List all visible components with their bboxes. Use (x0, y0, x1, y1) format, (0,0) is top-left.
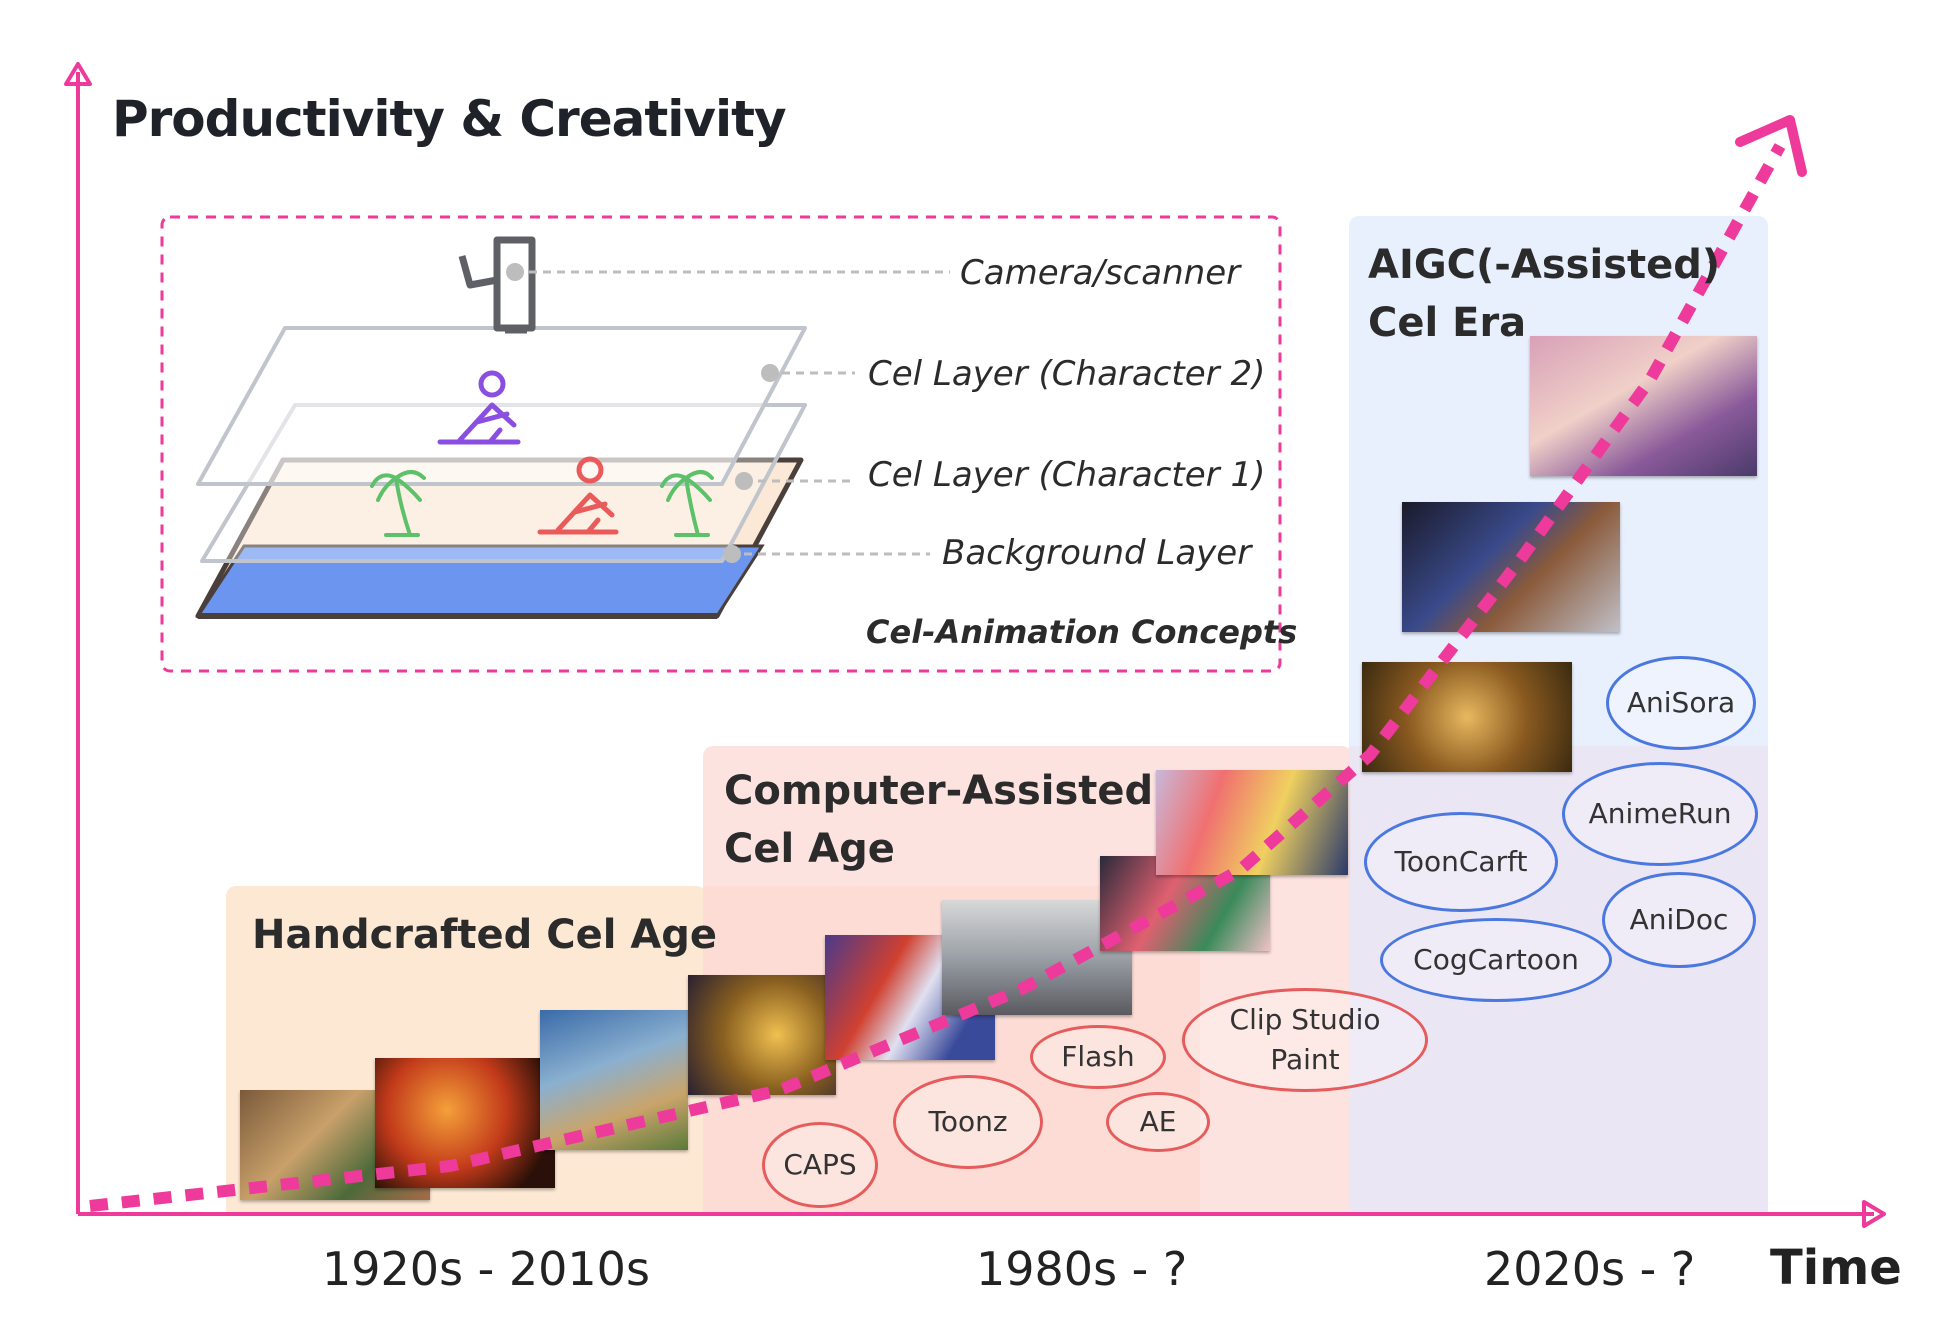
camera-label: Camera/scanner (960, 253, 1241, 293)
tool-animerun: AnimeRun (1562, 762, 1758, 866)
tool-clip-studio-paint: Clip Studio Paint (1182, 988, 1428, 1092)
character-icon (537, 456, 619, 535)
period-computer-assisted: 1980s - ? (976, 1242, 1188, 1296)
tool-ae: AE (1106, 1092, 1210, 1152)
tool-anidoc: AniDoc (1602, 872, 1756, 968)
tool-cogcartoon: CogCartoon (1380, 918, 1612, 1002)
cel1-label: Cel Layer (Character 1) (868, 455, 1266, 495)
cel2-label: Cel Layer (Character 2) (868, 354, 1266, 394)
period-handcrafted: 1920s - 2010s (322, 1242, 650, 1296)
period-aigc: 2020s - ? (1484, 1242, 1696, 1296)
concept-box (160, 215, 1282, 673)
tool-anisora: AniSora (1606, 656, 1756, 750)
anime-still (688, 975, 836, 1095)
background-label: Background Layer (942, 533, 1252, 573)
concept-leader-dots (506, 263, 779, 563)
tool-tooncarft: ToonCarft (1364, 812, 1558, 912)
anime-still (540, 1010, 688, 1150)
camera-icon (458, 236, 536, 334)
anime-still (1402, 502, 1620, 632)
y-axis-label: Productivity & Creativity (112, 90, 787, 148)
tool-caps: CAPS (762, 1122, 878, 1208)
x-axis-label: Time (1770, 1240, 1902, 1296)
concept-leaders (515, 270, 950, 556)
tool-flash: Flash (1030, 1025, 1166, 1089)
anime-still (1530, 336, 1757, 476)
concept-title: Cel-Animation Concepts (866, 613, 1298, 651)
tool-toonz: Toonz (893, 1075, 1043, 1169)
era-title-aigc: AIGC(-Assisted) Cel Era (1368, 242, 1721, 346)
x-axis-arrowhead (1862, 1200, 1886, 1228)
era-title-computer-assisted: Computer-Assisted Cel Age (724, 768, 1154, 872)
anime-still (1362, 662, 1572, 772)
anime-still (375, 1058, 555, 1188)
y-axis-arrowhead (64, 62, 92, 86)
palm-tree-icon (370, 470, 426, 537)
palm-tree-icon (660, 470, 714, 537)
era-title-handcrafted: Handcrafted Cel Age (252, 912, 718, 958)
character-icon (437, 370, 521, 445)
cel-layer-2 (196, 326, 807, 486)
